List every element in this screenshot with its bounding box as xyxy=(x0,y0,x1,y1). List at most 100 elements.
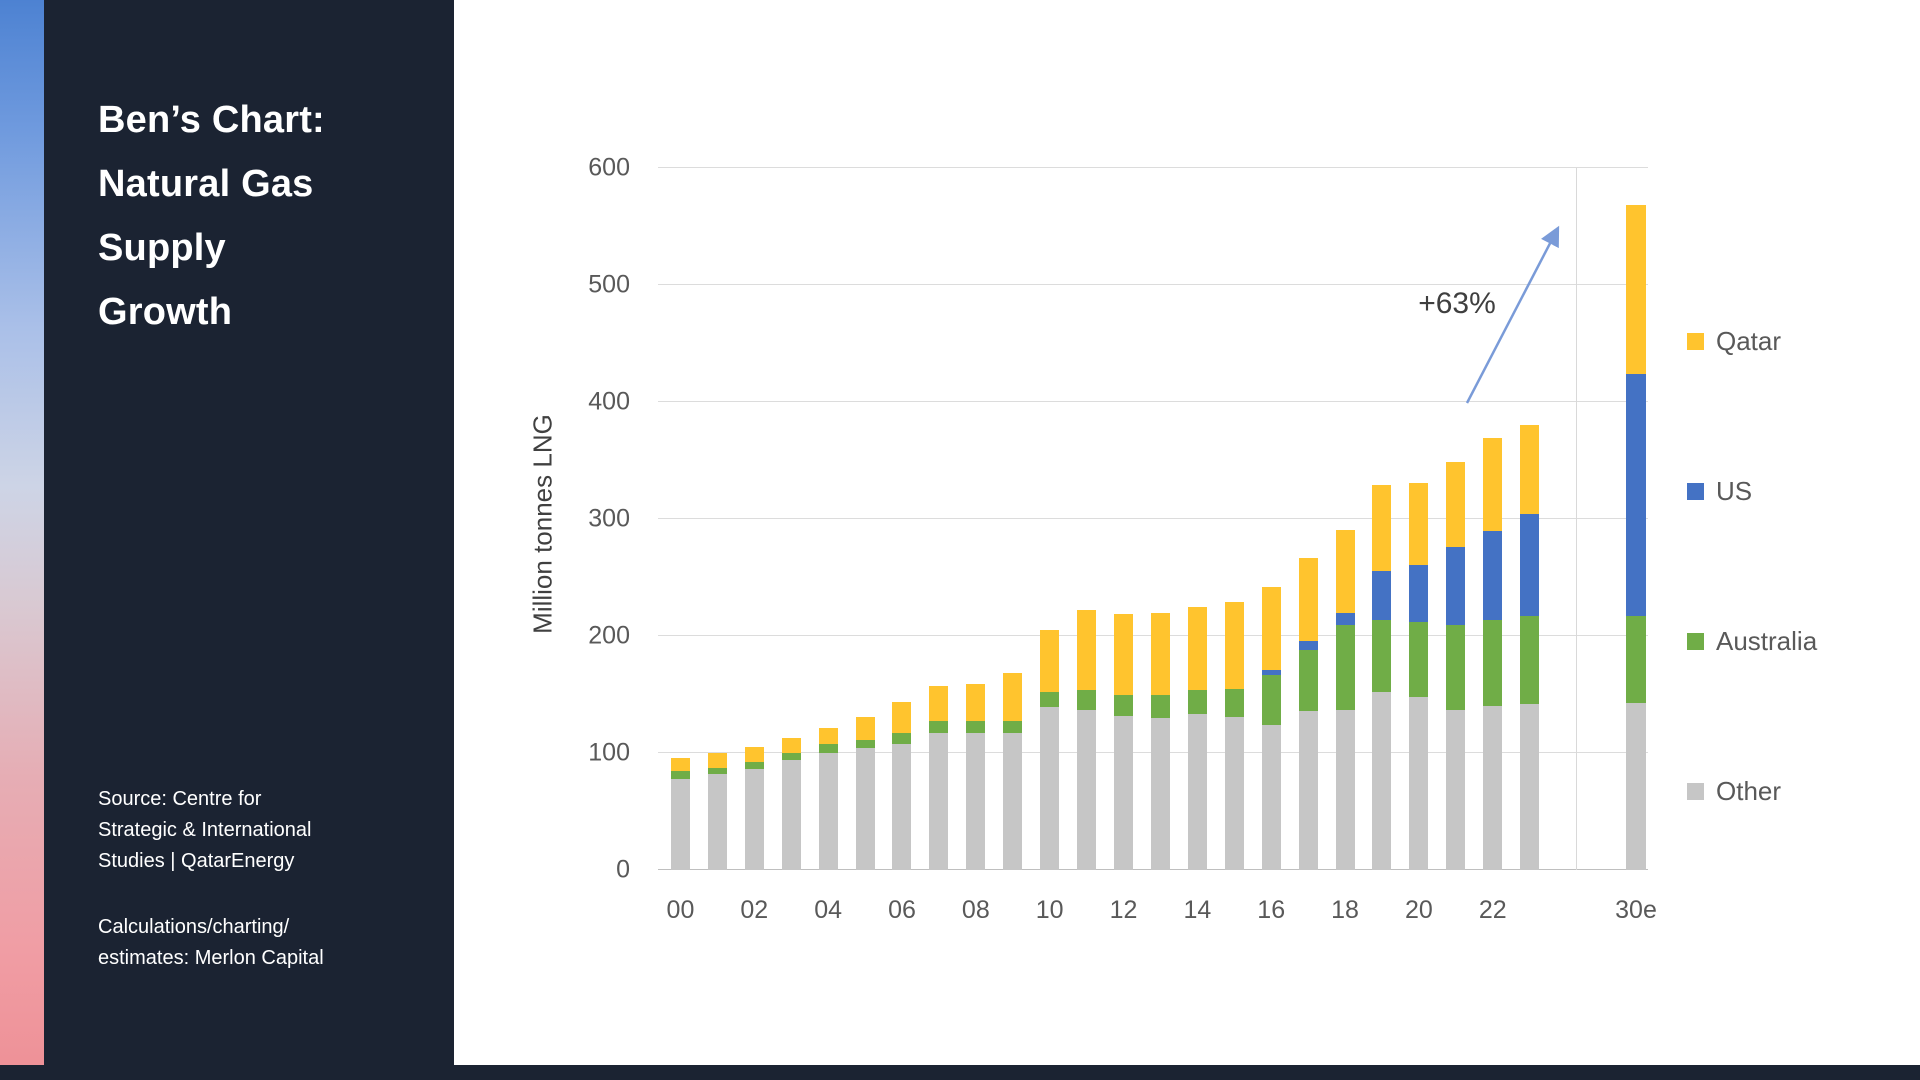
y-tick-label: 600 xyxy=(588,153,630,182)
bar-slot xyxy=(1142,168,1179,870)
bar-11 xyxy=(1077,168,1097,870)
bar-segment-us xyxy=(1626,373,1646,617)
bar-segment-qatar xyxy=(1114,613,1134,695)
source-note-line: Source: Centre for xyxy=(98,788,262,810)
bar-segment-qatar xyxy=(707,753,727,769)
x-tick-label xyxy=(1437,896,1474,925)
estimate-divider-line xyxy=(1576,168,1577,870)
bar-segment-australia xyxy=(1187,689,1207,715)
bar-segment-other xyxy=(1372,692,1392,870)
x-tick-label xyxy=(1290,896,1327,925)
bar-segment-us xyxy=(1483,530,1503,620)
x-tick-label: 10 xyxy=(1035,896,1064,924)
bar-segment-qatar xyxy=(1446,461,1466,548)
x-tick-label xyxy=(773,896,810,925)
y-tick-label: 200 xyxy=(588,621,630,650)
bar-slot xyxy=(1216,168,1253,870)
bar-segment-australia xyxy=(1335,625,1355,710)
x-tick-label-30e: 30e xyxy=(1615,896,1657,924)
bar-segment-australia xyxy=(1261,674,1281,725)
bar-09 xyxy=(1003,168,1023,870)
bar-segment-qatar xyxy=(744,747,764,763)
bar-segment-other xyxy=(1077,709,1097,870)
bar-04 xyxy=(818,168,838,870)
bar-10 xyxy=(1040,168,1060,870)
legend-item-qatar: Qatar xyxy=(1687,326,1817,357)
bar-12 xyxy=(1114,168,1134,870)
y-tick-label: 300 xyxy=(588,504,630,533)
bar-segment-qatar xyxy=(1626,205,1646,374)
bar-18 xyxy=(1335,168,1355,870)
bar-segment-us xyxy=(1298,640,1318,651)
y-axis-labels: 0 100 200 300 400 500 600 xyxy=(555,154,630,884)
bar-segment-qatar xyxy=(781,737,801,754)
bar-07 xyxy=(929,168,949,870)
bar-19 xyxy=(1372,168,1392,870)
y-axis-title: Million tonnes LNG xyxy=(527,414,558,634)
bar-segment-qatar xyxy=(670,757,690,771)
bar-slot xyxy=(1511,168,1548,870)
growth-arrow-icon xyxy=(1465,225,1560,404)
bar-slot xyxy=(1327,168,1364,870)
bar-03 xyxy=(781,168,801,870)
gridline xyxy=(658,401,1648,402)
bar-segment-other xyxy=(966,733,986,870)
bar-segment-qatar xyxy=(1520,425,1540,515)
x-tick-label: 00 xyxy=(666,896,695,924)
bar-segment-qatar xyxy=(929,686,949,722)
bar-21 xyxy=(1446,168,1466,870)
legend-label: Australia xyxy=(1716,626,1818,656)
bar-segment-us xyxy=(1446,547,1466,626)
x-tick-label: 20 xyxy=(1404,896,1433,924)
bar-segment-other xyxy=(1224,716,1244,870)
bar-slot xyxy=(1474,168,1511,870)
bar-01 xyxy=(707,168,727,870)
legend-swatch-qatar xyxy=(1687,333,1704,350)
legend-label: US xyxy=(1716,476,1753,506)
credits-note-line: estimates: Merlon Capital xyxy=(98,947,324,969)
bar-17 xyxy=(1298,168,1318,870)
bar-slot xyxy=(1105,168,1142,870)
legend-label: Qatar xyxy=(1716,326,1782,356)
bar-slot xyxy=(994,168,1031,870)
bar-slot xyxy=(1437,168,1474,870)
bar-13 xyxy=(1150,168,1170,870)
bar-segment-australia xyxy=(1520,616,1540,704)
bar-segment-us xyxy=(1261,669,1281,675)
bar-segment-qatar xyxy=(1187,606,1207,690)
legend-item-australia: Australia xyxy=(1687,626,1817,657)
gridline xyxy=(658,284,1648,285)
bar-segment-qatar xyxy=(1224,602,1244,689)
source-note: Source: Centre for Strategic & Internati… xyxy=(98,784,311,877)
sidebar: Ben’s Chart: Natural Gas Supply Growth S… xyxy=(44,0,454,1080)
bar-segment-australia xyxy=(1446,625,1466,710)
x-axis-labels: 00 02 04 06 08 10 12 14 16 18 20 22 xyxy=(662,896,1548,925)
bar-segment-australia xyxy=(1003,721,1023,734)
bar-segment-qatar xyxy=(1483,438,1503,531)
bar-segment-other xyxy=(1626,702,1646,870)
bar-slot xyxy=(1253,168,1290,870)
bar-segment-other xyxy=(1520,703,1540,870)
x-tick-label: 22 xyxy=(1478,896,1507,924)
legend: Qatar US Australia Other xyxy=(1687,326,1817,807)
legend-swatch-us xyxy=(1687,483,1704,500)
bar-segment-australia xyxy=(1372,619,1392,693)
bar-segment-australia xyxy=(781,753,801,761)
x-tick-label xyxy=(847,896,884,925)
bar-segment-qatar xyxy=(1298,557,1318,641)
bar-segment-australia xyxy=(966,721,986,734)
source-note-line: Studies | QatarEnergy xyxy=(98,850,295,872)
bar-segment-qatar xyxy=(1077,610,1097,690)
bar-segment-other xyxy=(1483,706,1503,870)
bar-segment-other xyxy=(1409,696,1429,870)
bar-segment-other xyxy=(892,743,912,870)
bar-slot xyxy=(920,168,957,870)
slide-title: Ben’s Chart: Natural Gas Supply Growth xyxy=(98,88,325,344)
bar-slot xyxy=(1068,168,1105,870)
x-tick-label: 16 xyxy=(1257,896,1286,924)
bar-22 xyxy=(1483,168,1503,870)
bar-segment-australia xyxy=(707,768,727,775)
bar-segment-other xyxy=(670,778,690,870)
x-tick-label xyxy=(994,896,1031,925)
